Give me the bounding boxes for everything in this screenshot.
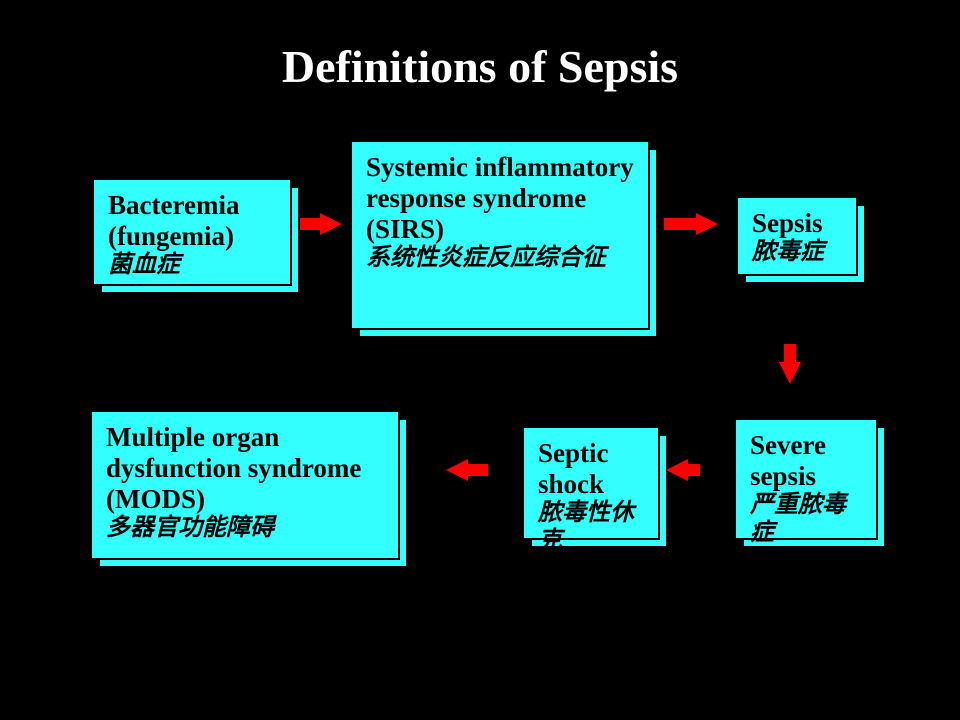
box-sirs-main: Systemic inflammatory response syndrome …: [366, 152, 634, 245]
box-bacteremia: Bacteremia (fungemia) 菌血症: [92, 178, 292, 286]
box-bacteremia-sub: 菌血症: [108, 252, 276, 280]
box-sepsis-sub: 脓毒症: [752, 239, 842, 267]
box-mods-main: Multiple organ dysfunction syndrome (MOD…: [106, 422, 384, 515]
box-sepsis: Sepsis 脓毒症: [736, 196, 858, 276]
box-severe: Severe sepsis 严重脓毒症: [734, 418, 878, 540]
box-severe-main: Severe sepsis: [750, 430, 862, 492]
box-severe-sub: 严重脓毒症: [750, 492, 862, 547]
box-sirs: Systemic inflammatory response syndrome …: [350, 140, 650, 330]
box-sirs-sub: 系统性炎症反应综合征: [366, 245, 634, 273]
box-mods-sub: 多器官功能障碍: [106, 515, 384, 543]
slide-title: Definitions of Sepsis: [0, 40, 960, 93]
box-shock-sub: 脓毒性休克: [538, 500, 644, 555]
box-sepsis-main: Sepsis: [752, 208, 842, 239]
box-shock: Septic shock 脓毒性休克: [522, 426, 660, 540]
box-shock-main: Septic shock: [538, 438, 644, 500]
box-bacteremia-main: Bacteremia (fungemia): [108, 190, 276, 252]
box-mods: Multiple organ dysfunction syndrome (MOD…: [90, 410, 400, 560]
slide-canvas: { "title": { "text": "Definitions of Sep…: [0, 0, 960, 720]
